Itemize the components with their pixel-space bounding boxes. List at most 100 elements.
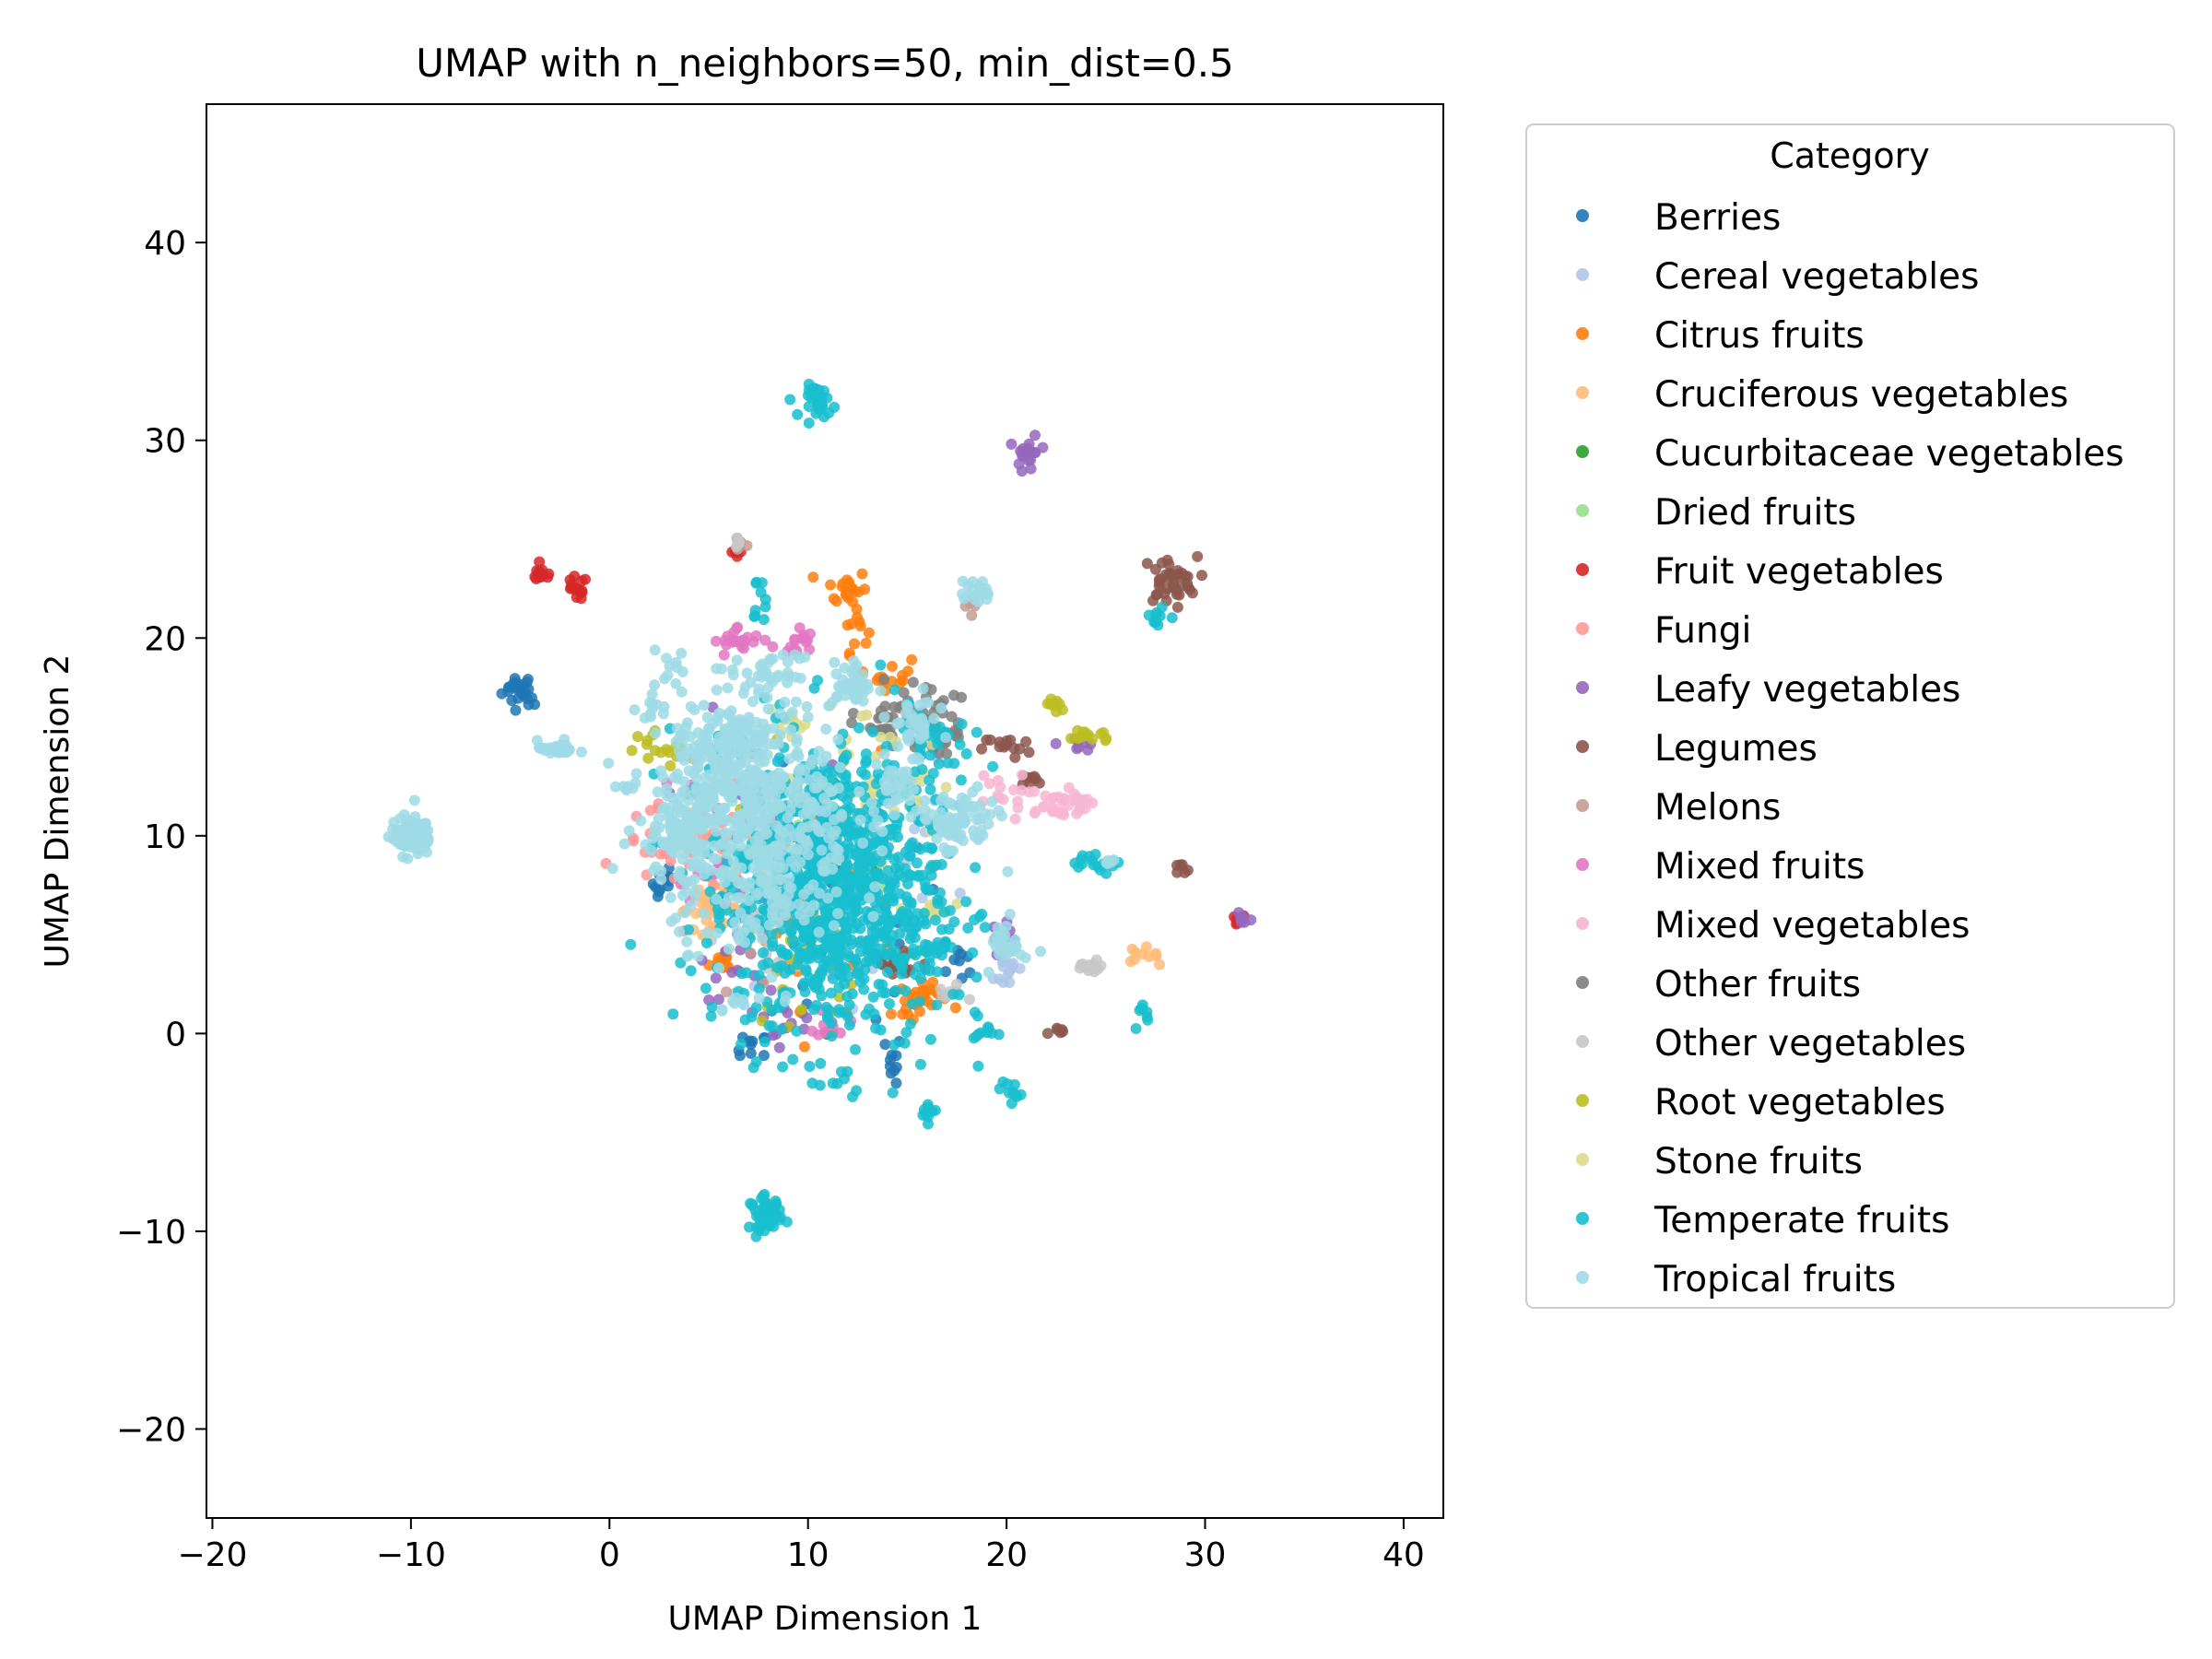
point-temperate-fruits bbox=[860, 1008, 872, 1020]
point-tropical-fruits bbox=[711, 893, 723, 905]
point-temperate-fruits bbox=[841, 903, 853, 915]
point-tropical-fruits bbox=[793, 766, 805, 777]
point-tropical-fruits bbox=[735, 778, 747, 790]
point-temperate-fruits bbox=[753, 982, 765, 994]
point-temperate-fruits bbox=[872, 958, 884, 970]
point-temperate-fruits bbox=[901, 908, 913, 920]
point-mixed-fruits bbox=[735, 641, 747, 653]
point-tropical-fruits bbox=[735, 741, 747, 753]
point-tropical-fruits bbox=[761, 692, 773, 703]
point-tropical-fruits bbox=[972, 834, 984, 845]
point-tropical-fruits bbox=[960, 814, 972, 826]
point-mixed-vegetables bbox=[983, 778, 995, 790]
point-tropical-fruits bbox=[782, 812, 794, 824]
point-tropical-fruits bbox=[771, 774, 782, 786]
point-cruciferous-vegetables bbox=[1124, 956, 1136, 968]
point-tropical-fruits bbox=[657, 708, 669, 720]
point-berries bbox=[758, 1050, 770, 1062]
point-tropical-fruits bbox=[853, 785, 865, 797]
point-tropical-fruits bbox=[667, 832, 679, 844]
point-tropical-fruits bbox=[756, 933, 768, 945]
point-leafy-vegetables bbox=[1050, 737, 1062, 749]
point-tropical-fruits bbox=[753, 993, 765, 1004]
point-tropical-fruits bbox=[710, 825, 722, 837]
x-tick-label: −20 bbox=[177, 1536, 247, 1574]
point-temperate-fruits bbox=[960, 747, 972, 759]
y-axis-ticks: −20 −10 0 10 20 30 40 bbox=[116, 225, 206, 1449]
point-tropical-fruits bbox=[685, 700, 697, 712]
point-tropical-fruits bbox=[798, 914, 810, 926]
point-temperate-fruits bbox=[794, 948, 806, 959]
y-tick-label: 40 bbox=[144, 225, 186, 263]
legend-label-cereal-vegetables: Cereal vegetables bbox=[1654, 256, 1979, 298]
point-legumes bbox=[1171, 601, 1183, 613]
legend-label-fungi: Fungi bbox=[1654, 610, 1751, 652]
point-temperate-fruits bbox=[740, 967, 752, 979]
point-mixed-vegetables bbox=[1074, 794, 1086, 806]
point-tropical-fruits bbox=[986, 795, 998, 807]
point-tropical-fruits bbox=[658, 836, 669, 848]
point-temperate-fruits bbox=[821, 955, 833, 967]
point-leafy-vegetables bbox=[1006, 438, 1018, 450]
point-temperate-fruits bbox=[807, 864, 819, 876]
point-legumes bbox=[976, 743, 988, 755]
point-legumes bbox=[1041, 1028, 1053, 1040]
point-tropical-fruits bbox=[765, 843, 776, 855]
point-temperate-fruits bbox=[866, 726, 878, 737]
point-tropical-fruits bbox=[603, 758, 615, 770]
point-tropical-fruits bbox=[681, 935, 693, 947]
point-legumes bbox=[981, 734, 993, 746]
point-temperate-fruits bbox=[1136, 1002, 1148, 1014]
legend-title: Category bbox=[1770, 135, 1930, 176]
point-berries bbox=[953, 955, 965, 967]
point-cruciferous-vegetables bbox=[1150, 947, 1162, 959]
point-tropical-fruits bbox=[828, 830, 840, 841]
point-tropical-fruits bbox=[674, 926, 685, 937]
point-temperate-fruits bbox=[776, 1023, 788, 1035]
point-temperate-fruits bbox=[758, 903, 770, 915]
point-other-vegetables bbox=[1080, 961, 1092, 973]
point-tropical-fruits bbox=[726, 870, 738, 882]
point-temperate-fruits bbox=[804, 1061, 816, 1072]
point-temperate-fruits bbox=[749, 610, 761, 622]
point-tropical-fruits bbox=[762, 703, 774, 715]
point-tropical-fruits bbox=[802, 849, 814, 861]
point-temperate-fruits bbox=[759, 601, 771, 613]
point-temperate-fruits bbox=[909, 932, 921, 944]
point-temperate-fruits bbox=[914, 1058, 926, 1070]
point-tropical-fruits bbox=[713, 962, 724, 974]
point-citrus-fruits bbox=[859, 583, 871, 595]
point-temperate-fruits bbox=[816, 990, 828, 1002]
legend-items: Berries Cereal vegetables Citrus fruits Cru… bbox=[1576, 197, 2124, 1300]
point-temperate-fruits bbox=[829, 401, 841, 413]
point-leafy-vegetables bbox=[1030, 429, 1041, 441]
point-legumes bbox=[1192, 550, 1204, 562]
legend-label-stone-fruits: Stone fruits bbox=[1654, 1141, 1863, 1182]
point-leafy-vegetables bbox=[1071, 743, 1083, 755]
point-tropical-fruits bbox=[729, 916, 741, 928]
point-tropical-fruits bbox=[928, 712, 940, 724]
point-tropical-fruits bbox=[938, 841, 950, 853]
legend-marker-other-fruits bbox=[1576, 976, 1589, 989]
point-tropical-fruits bbox=[732, 810, 744, 822]
point-root-vegetables bbox=[665, 759, 677, 771]
point-temperate-fruits bbox=[755, 586, 767, 598]
point-mixed-fruits bbox=[806, 1025, 818, 1037]
point-temperate-fruits bbox=[955, 774, 967, 786]
point-temperate-fruits bbox=[918, 908, 930, 920]
point-tropical-fruits bbox=[891, 718, 903, 730]
point-tropical-fruits bbox=[692, 950, 704, 962]
point-tropical-fruits bbox=[820, 724, 832, 735]
x-tick-label: −10 bbox=[376, 1536, 446, 1574]
point-tropical-fruits bbox=[653, 812, 665, 824]
legend-label-fruit-vegetables: Fruit vegetables bbox=[1654, 551, 1944, 593]
point-temperate-fruits bbox=[868, 1008, 880, 1020]
point-tropical-fruits bbox=[674, 865, 686, 877]
point-tropical-fruits bbox=[665, 816, 677, 828]
point-leafy-vegetables bbox=[1025, 463, 1037, 475]
point-mixed-vegetables bbox=[1029, 785, 1040, 797]
point-temperate-fruits bbox=[834, 969, 845, 981]
point-tropical-fruits bbox=[794, 856, 806, 868]
point-tropical-fruits bbox=[867, 911, 879, 923]
point-tropical-fruits bbox=[888, 809, 900, 821]
